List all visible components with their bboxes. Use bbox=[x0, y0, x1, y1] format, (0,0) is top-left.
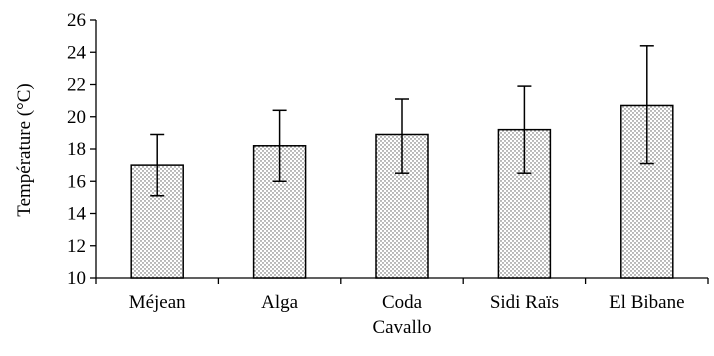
x-tick-label: Sidi Raïs bbox=[490, 292, 559, 313]
x-tick-label: Méjean bbox=[129, 292, 186, 313]
y-axis-label: Température (°C) bbox=[14, 83, 35, 216]
x-tick-label: El Bibane bbox=[609, 292, 684, 313]
y-tick-label: 18 bbox=[67, 139, 86, 160]
x-tick-label: Alga bbox=[261, 292, 299, 313]
y-tick-label: 26 bbox=[67, 10, 86, 31]
y-tick-label: 20 bbox=[67, 107, 86, 128]
y-tick-label: 14 bbox=[67, 204, 87, 225]
y-tick-label: 12 bbox=[67, 236, 86, 257]
plot-area: 10 12 14 16 18 20 22 24 26 Méjean Alga Coda Cavallo S… bbox=[67, 10, 709, 338]
y-tick-label: 16 bbox=[67, 171, 86, 192]
x-tick-label: Coda Cavallo bbox=[372, 292, 431, 338]
y-tick-label: 10 bbox=[67, 268, 86, 289]
y-tick-label: 22 bbox=[67, 75, 86, 96]
y-tick-label: 24 bbox=[67, 42, 87, 63]
